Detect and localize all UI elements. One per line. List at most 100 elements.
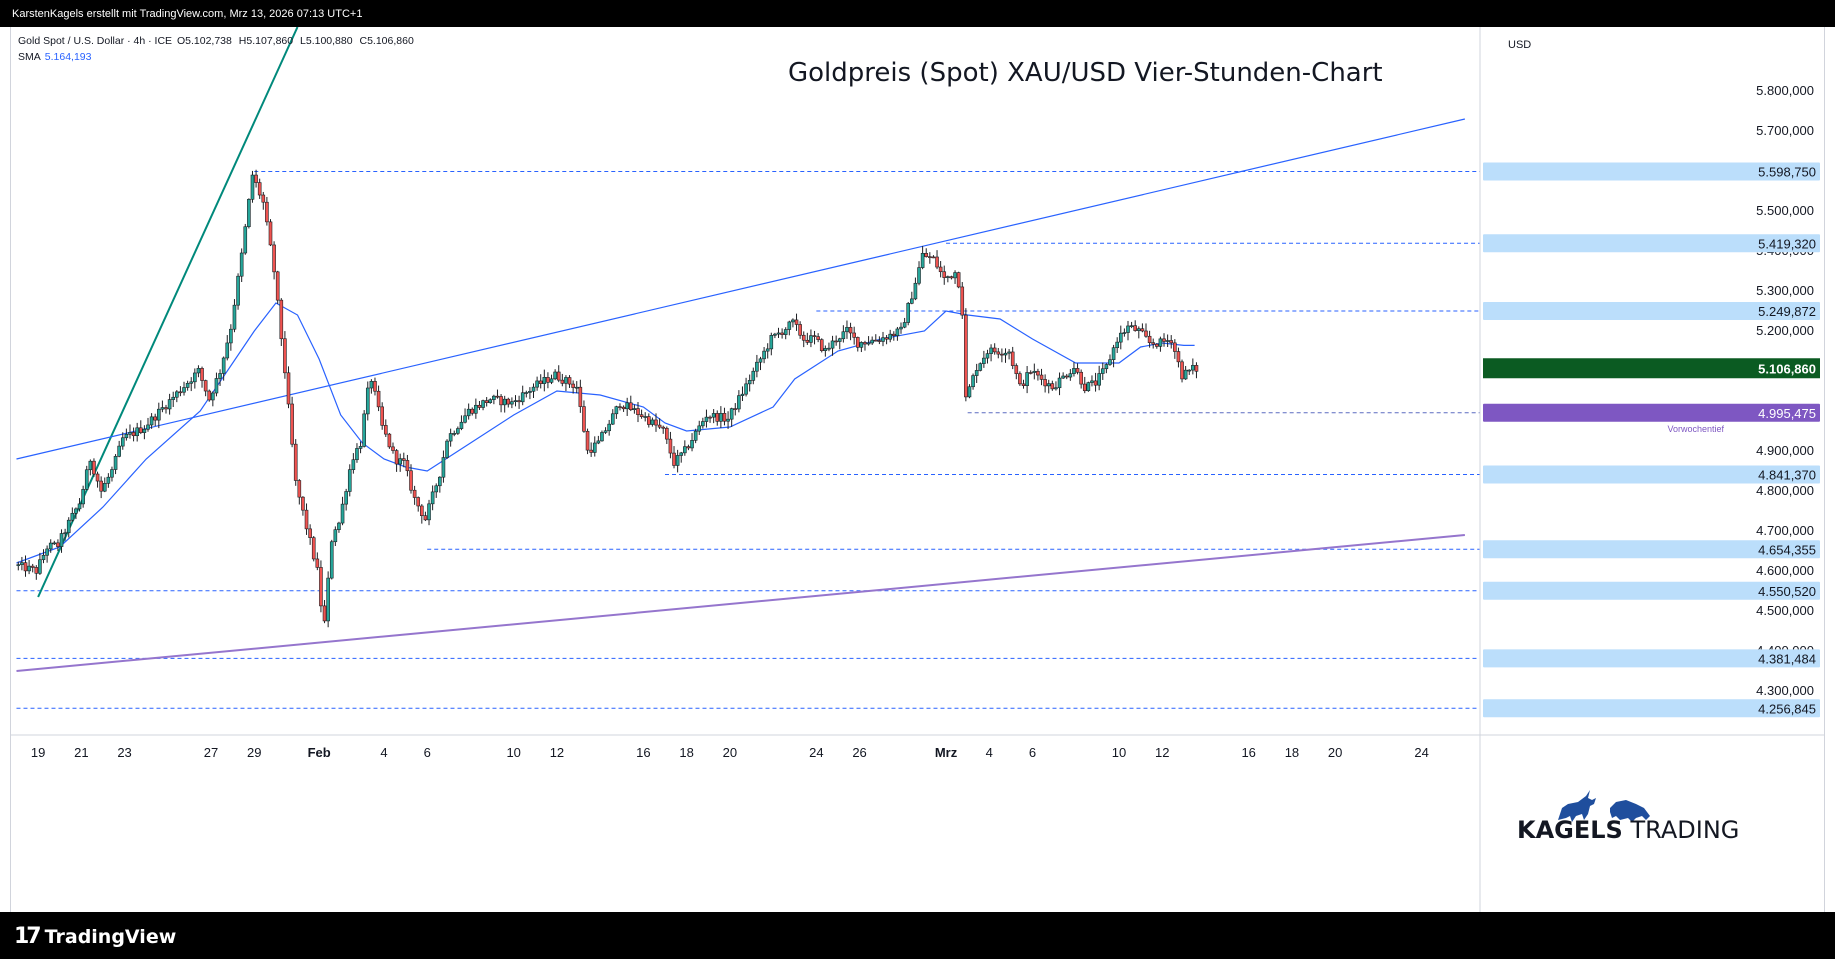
candle-body-down	[297, 480, 302, 498]
candle	[697, 420, 702, 435]
candle	[816, 333, 820, 343]
candle-body-up	[737, 395, 741, 410]
candle-body-up	[16, 564, 21, 566]
price-level-badge	[1483, 162, 1820, 181]
candle	[665, 426, 669, 445]
candle	[621, 405, 626, 412]
candle-body-down	[290, 403, 294, 445]
candle-body-up	[502, 398, 507, 406]
candle	[618, 403, 622, 411]
candle	[841, 325, 846, 343]
candle	[1054, 381, 1058, 391]
candle-body-up	[229, 328, 233, 344]
candle	[434, 483, 439, 498]
candle	[66, 517, 71, 538]
candle	[1122, 328, 1127, 337]
candle	[1046, 379, 1051, 394]
candles-layer	[16, 169, 1199, 628]
candle	[409, 464, 413, 494]
candle	[672, 446, 676, 469]
candle-body-up	[333, 529, 338, 543]
candle-body-down	[956, 272, 961, 288]
candle	[394, 449, 399, 472]
price-level-badge	[1483, 302, 1820, 321]
candle	[992, 343, 997, 355]
candle	[711, 409, 716, 424]
candle	[834, 335, 838, 346]
candle-body-down	[960, 286, 965, 316]
candle-body-up	[704, 416, 709, 422]
candle-body-down	[387, 433, 392, 448]
trendline-rising-channel	[16, 118, 1466, 460]
x-tick-label: 18	[679, 745, 693, 760]
candle	[982, 350, 986, 368]
candle-body-up	[160, 407, 165, 410]
candle	[214, 372, 219, 397]
candle	[1155, 343, 1159, 349]
candle-body-down	[99, 480, 103, 492]
candle	[1068, 369, 1073, 381]
candle-body-up	[762, 350, 766, 360]
candle	[290, 396, 294, 448]
candle	[942, 265, 947, 285]
ohlc-legend[interactable]: Gold Spot / U.S. Dollar · 4h · ICE O5.10…	[18, 35, 416, 47]
candle-body-up	[38, 559, 42, 574]
candle	[355, 443, 359, 463]
candle	[239, 248, 244, 282]
candle-body-up	[459, 421, 464, 429]
sma-line	[16, 302, 1195, 564]
chart-canvas[interactable]: USD4.300,0004.400,0004.500,0004.600,0004…	[0, 0, 1835, 912]
candle-body-up	[542, 377, 547, 384]
candle-body-up	[1057, 377, 1062, 389]
candle	[798, 321, 802, 339]
candle	[726, 411, 730, 429]
candle	[910, 291, 914, 305]
candle-body-down	[996, 351, 1001, 355]
y-tick-label: 5.700,000	[1756, 123, 1814, 138]
candle	[978, 362, 983, 372]
candle	[88, 459, 93, 476]
candle-body-down	[1194, 365, 1199, 372]
candle	[254, 169, 258, 188]
candle	[20, 556, 24, 571]
candle-body-down	[506, 398, 511, 405]
candle-body-up	[430, 491, 435, 505]
candle	[690, 433, 694, 452]
candle	[221, 356, 226, 381]
candle	[337, 521, 341, 533]
candle-body-down	[924, 253, 929, 257]
candle-body-up	[744, 383, 748, 395]
candle-body-down	[308, 528, 312, 538]
candle	[863, 340, 867, 351]
last-price-label: 5.106,860	[1758, 361, 1816, 376]
candle-body-up	[1115, 341, 1119, 349]
candle	[996, 347, 1001, 359]
candle-body-down	[1169, 340, 1174, 344]
candle	[722, 407, 727, 426]
candle-body-down	[780, 332, 784, 335]
candle-body-up	[690, 440, 694, 449]
candle	[1061, 372, 1065, 380]
candle	[549, 374, 554, 385]
sma-legend[interactable]: SMA 5.164,193	[18, 51, 91, 63]
candle	[809, 329, 813, 348]
candle	[1036, 368, 1040, 381]
candle-body-up	[243, 226, 248, 254]
candle-body-down	[892, 333, 896, 336]
candle	[751, 367, 756, 385]
candle-body-up	[448, 433, 453, 442]
candle	[102, 477, 107, 493]
candle	[27, 559, 31, 575]
candle-body-up	[693, 430, 698, 441]
candle-body-up	[232, 304, 237, 330]
candle	[193, 368, 197, 389]
candle	[124, 428, 129, 441]
candle	[794, 313, 799, 331]
tradingview-logo[interactable]: 17 TradingView	[14, 924, 176, 949]
candle-body-down	[315, 558, 320, 568]
candle	[481, 399, 485, 411]
candle-body-up	[859, 342, 864, 348]
candle	[265, 196, 269, 226]
candle-body-down	[571, 383, 575, 388]
